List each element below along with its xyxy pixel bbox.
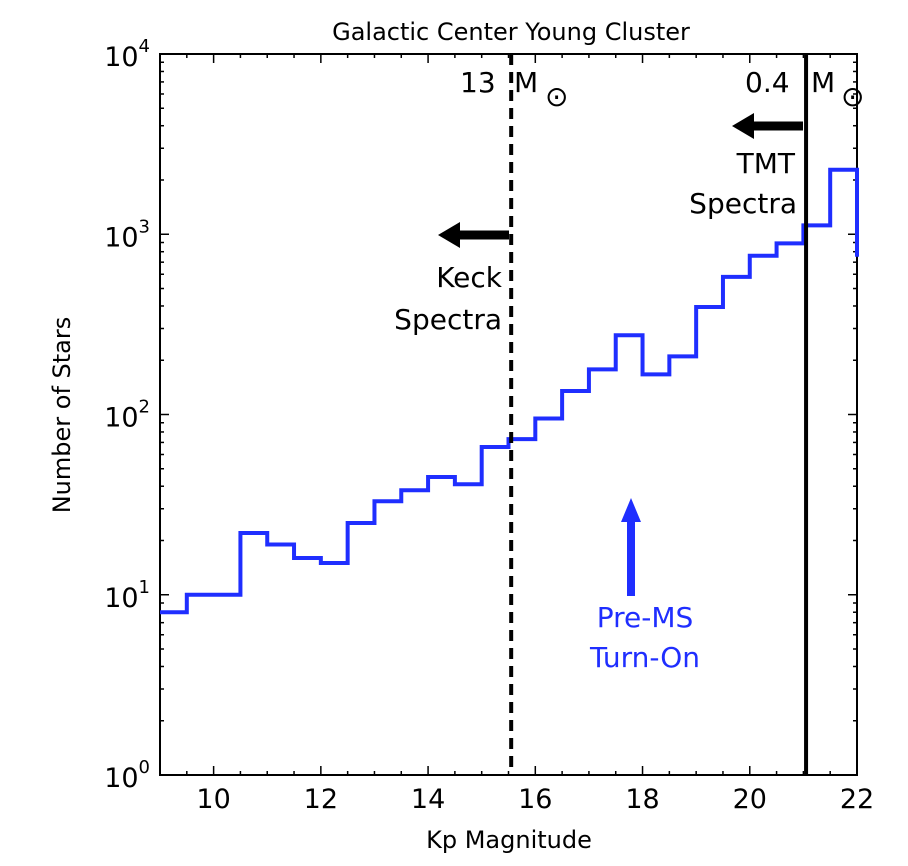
svg-text:TMT: TMT bbox=[736, 147, 796, 180]
left-arrow-head-icon bbox=[438, 222, 460, 248]
x-tick-label: 16 bbox=[518, 784, 552, 815]
svg-text:13: 13 bbox=[460, 66, 496, 99]
axis-ticks bbox=[159, 53, 858, 776]
svg-text:Spectra: Spectra bbox=[394, 303, 502, 336]
x-tick-label: 22 bbox=[840, 784, 874, 815]
sun-symbol: ⊙ bbox=[545, 80, 568, 113]
y-tick-label: 103 bbox=[104, 216, 150, 253]
histogram-series-line bbox=[160, 167, 859, 615]
svg-text:M: M bbox=[514, 66, 538, 99]
tick-labels: 10 12 14 16 18 20 22 100 101 102 103 104 bbox=[104, 36, 874, 815]
svg-text:M: M bbox=[811, 66, 835, 99]
mass-13-label: 13 M ⊙ bbox=[460, 66, 568, 113]
mass-0.4-label: 0.4 M ⊙ bbox=[745, 66, 864, 113]
x-tick-label: 10 bbox=[196, 784, 230, 815]
pre-ms-turn-on-annotation: Pre-MS Turn-On bbox=[589, 498, 700, 674]
up-arrow-head-icon bbox=[621, 498, 641, 522]
y-tick-label: 104 bbox=[104, 36, 150, 73]
y-tick-label: 100 bbox=[104, 757, 150, 794]
svg-text:Keck: Keck bbox=[436, 261, 503, 294]
svg-text:Pre-MS: Pre-MS bbox=[597, 601, 694, 634]
x-tick-label: 14 bbox=[411, 784, 445, 815]
svg-text:Spectra: Spectra bbox=[689, 187, 797, 220]
y-tick-label: 101 bbox=[104, 577, 150, 614]
svg-text:Turn-On: Turn-On bbox=[589, 641, 700, 674]
keck-spectra-annotation: Keck Spectra bbox=[394, 222, 509, 336]
x-tick-label: 12 bbox=[304, 784, 338, 815]
x-tick-label: 20 bbox=[733, 784, 767, 815]
left-arrow-head-icon bbox=[732, 113, 754, 139]
y-tick-label: 102 bbox=[104, 397, 150, 434]
svg-text:0.4: 0.4 bbox=[745, 66, 790, 99]
x-axis-label: Kp Magnitude bbox=[426, 826, 592, 854]
tmt-spectra-annotation: TMT Spectra bbox=[689, 113, 803, 220]
x-tick-label: 18 bbox=[625, 784, 659, 815]
sun-symbol: ⊙ bbox=[841, 80, 864, 113]
chart-title: Galactic Center Young Cluster bbox=[332, 18, 690, 46]
y-axis-label: Number of Stars bbox=[48, 317, 76, 514]
